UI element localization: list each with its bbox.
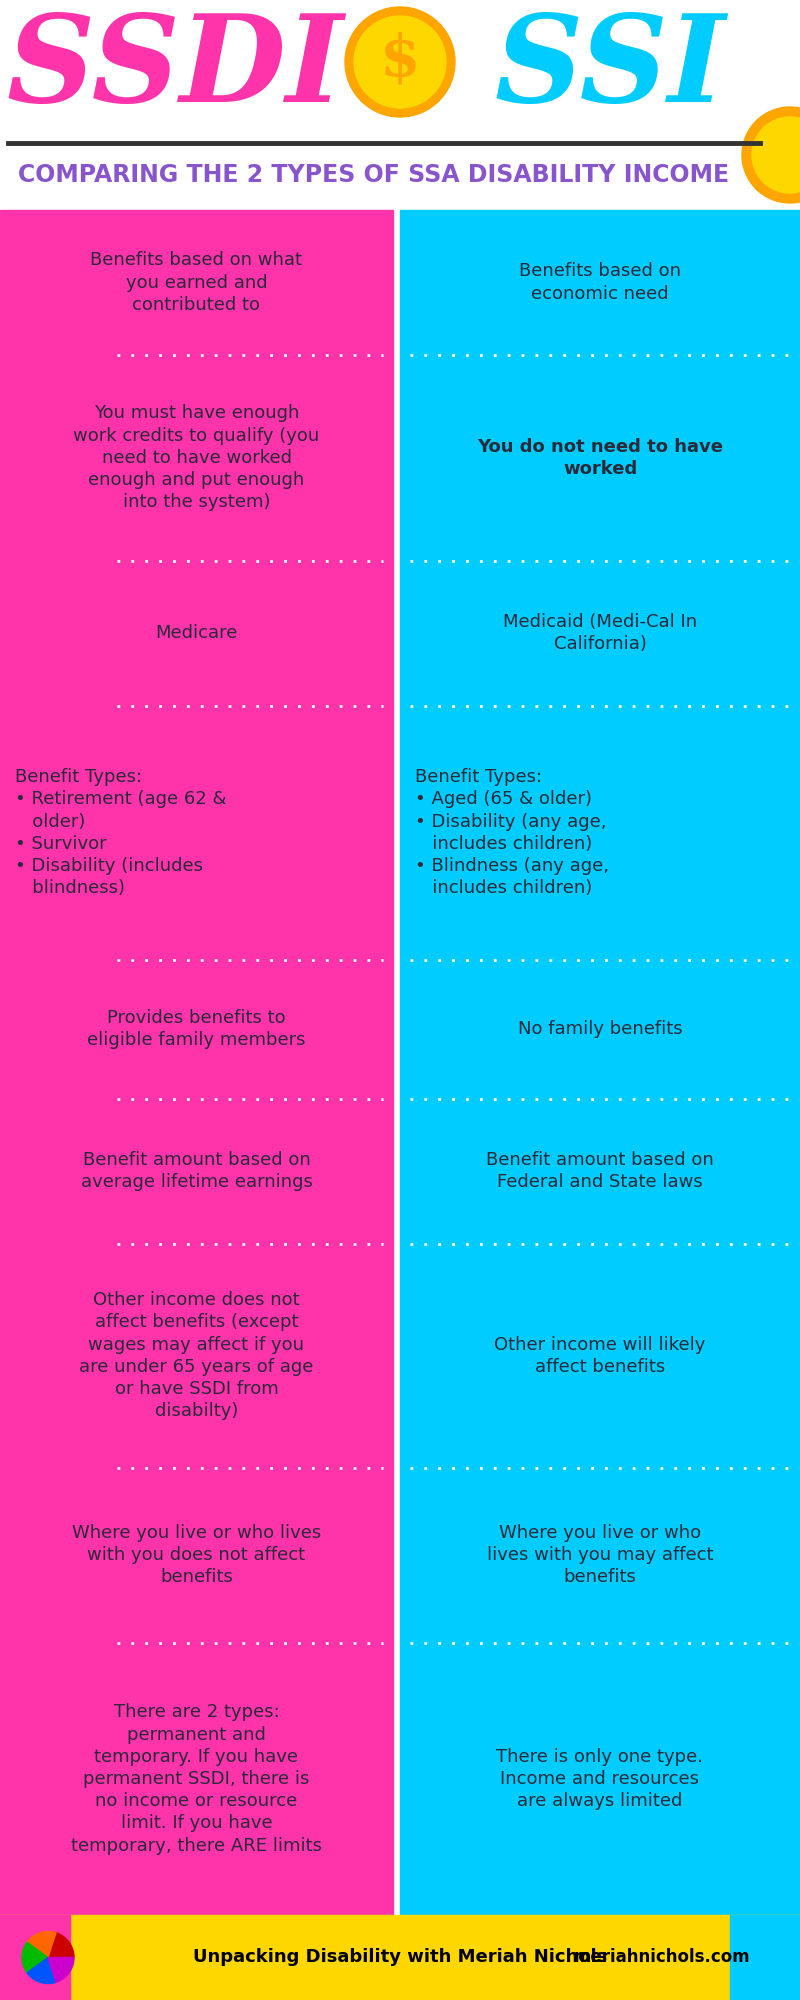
Text: $: $: [380, 32, 420, 88]
Text: There are 2 types:
permanent and
temporary. If you have
permanent SSDI, there is: There are 2 types: permanent and tempora…: [71, 1704, 322, 1854]
Text: Medicare: Medicare: [155, 624, 238, 642]
Bar: [400, 560, 800, 706]
Text: Where you live or who
lives with you may affect
benefits: Where you live or who lives with you may…: [486, 1524, 714, 1586]
Text: You must have enough
work credits to qualify (you
need to have worked
enough and: You must have enough work credits to qua…: [74, 404, 320, 512]
Text: COMPARING THE 2 TYPES OF SSA DISABILITY INCOME: COMPARING THE 2 TYPES OF SSA DISABILITY …: [18, 164, 729, 188]
Bar: [400, 1642, 800, 1914]
Text: Medicaid (Medi-Cal In
California): Medicaid (Medi-Cal In California): [503, 614, 697, 654]
Text: Provides benefits to
eligible family members: Provides benefits to eligible family mem…: [87, 1010, 306, 1050]
Text: SSDI: SSDI: [6, 8, 343, 128]
Circle shape: [752, 116, 800, 194]
Text: meriahnichols.com: meriahnichols.com: [574, 1948, 750, 1966]
Bar: [730, 1914, 800, 2000]
Bar: [0, 706, 393, 960]
Bar: [0, 1244, 393, 1468]
Text: Benefit amount based on
Federal and State laws: Benefit amount based on Federal and Stat…: [486, 1152, 714, 1192]
Circle shape: [345, 6, 455, 116]
Text: Where you live or who lives
with you does not affect
benefits: Where you live or who lives with you doe…: [72, 1524, 321, 1586]
Text: Benefit Types:
• Aged (65 & older)
• Disability (any age,
   includes children)
: Benefit Types: • Aged (65 & older) • Dis…: [415, 768, 609, 898]
Wedge shape: [48, 1958, 74, 1982]
Bar: [0, 960, 393, 1098]
Text: Benefit Types:
• Retirement (age 62 &
   older)
• Survivor
• Disability (include: Benefit Types: • Retirement (age 62 & ol…: [15, 768, 226, 898]
Bar: [0, 0, 800, 210]
Text: No family benefits: No family benefits: [518, 1020, 682, 1038]
Text: Benefits based on what
you earned and
contributed to: Benefits based on what you earned and co…: [90, 252, 302, 314]
Wedge shape: [27, 1932, 56, 1958]
Bar: [400, 1098, 800, 1244]
Bar: [0, 1914, 800, 2000]
Text: There is only one type.
Income and resources
are always limited: There is only one type. Income and resou…: [497, 1748, 703, 1810]
Bar: [0, 1098, 393, 1244]
Text: SSI: SSI: [494, 8, 726, 128]
Text: Other income will likely
affect benefits: Other income will likely affect benefits: [494, 1336, 706, 1376]
Bar: [0, 1914, 70, 2000]
Bar: [0, 1642, 393, 1914]
Circle shape: [742, 106, 800, 204]
Text: Benefit amount based on
average lifetime earnings: Benefit amount based on average lifetime…: [81, 1152, 313, 1192]
Bar: [0, 560, 393, 706]
Text: Benefits based on
economic need: Benefits based on economic need: [519, 262, 681, 302]
Wedge shape: [22, 1942, 48, 1972]
Wedge shape: [48, 1932, 74, 1958]
Bar: [0, 356, 393, 560]
Wedge shape: [27, 1958, 56, 1984]
Bar: [400, 1244, 800, 1468]
Text: You do not need to have
worked: You do not need to have worked: [477, 438, 723, 478]
Bar: [400, 210, 800, 356]
Circle shape: [354, 16, 446, 108]
Bar: [0, 210, 393, 356]
Bar: [400, 960, 800, 1098]
Text: Unpacking Disability with Meriah Nichols: Unpacking Disability with Meriah Nichols: [193, 1948, 607, 1966]
Bar: [0, 1468, 393, 1642]
Text: Other income does not
affect benefits (except
wages may affect if you
are under : Other income does not affect benefits (e…: [79, 1292, 314, 1420]
Bar: [400, 356, 800, 560]
Bar: [400, 1468, 800, 1642]
Bar: [400, 706, 800, 960]
